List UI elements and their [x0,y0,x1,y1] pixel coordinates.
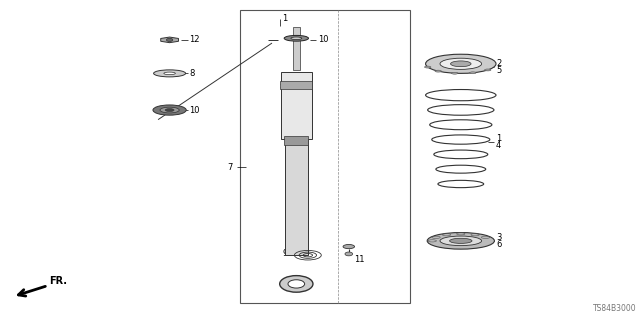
Bar [240,10,410,303]
Text: 5: 5 [496,66,501,75]
Ellipse shape [484,69,491,71]
Polygon shape [161,37,179,43]
Circle shape [345,252,353,256]
Ellipse shape [440,236,481,246]
Bar [285,139,308,255]
Ellipse shape [153,105,186,115]
Text: 7: 7 [227,163,232,172]
Ellipse shape [435,70,442,72]
Text: 9: 9 [283,249,288,258]
Text: 11: 11 [354,256,364,264]
Ellipse shape [284,35,308,41]
Text: 4: 4 [496,141,501,150]
Ellipse shape [154,70,186,77]
Circle shape [166,38,173,41]
Ellipse shape [470,72,476,74]
Text: 6: 6 [496,240,501,249]
Ellipse shape [428,233,495,249]
Text: FR.: FR. [49,276,67,286]
Text: 12: 12 [189,35,200,44]
Ellipse shape [451,61,471,67]
Ellipse shape [426,54,496,73]
Ellipse shape [164,72,175,75]
Bar [284,136,308,145]
Text: 2: 2 [496,59,501,68]
Ellipse shape [343,245,355,249]
Text: 8: 8 [189,69,195,78]
Bar [281,72,312,139]
Bar [293,27,300,70]
Text: 10: 10 [189,106,200,115]
Bar [280,81,312,89]
Ellipse shape [288,280,305,288]
Ellipse shape [165,108,174,111]
Ellipse shape [424,66,431,68]
Text: TS84B3000: TS84B3000 [593,304,637,313]
Ellipse shape [451,72,458,74]
Ellipse shape [440,58,481,70]
Ellipse shape [280,276,313,292]
Text: 3: 3 [496,233,501,242]
Text: 1: 1 [282,14,287,23]
Ellipse shape [160,107,179,113]
Text: 10: 10 [318,35,328,44]
Text: 1: 1 [496,134,501,143]
Ellipse shape [449,238,472,243]
Ellipse shape [291,37,302,40]
